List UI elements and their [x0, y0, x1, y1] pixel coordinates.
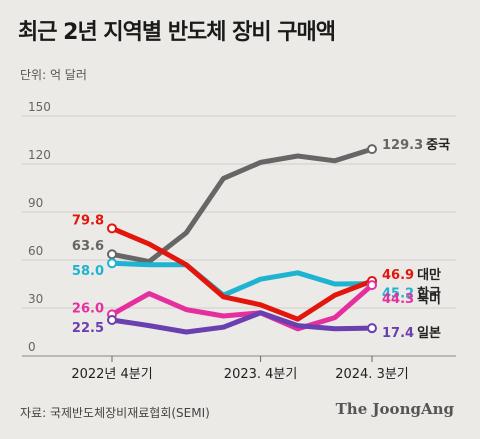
end-value: 44.3	[382, 292, 414, 307]
series-name-label: 일본	[417, 326, 441, 341]
source-note: 자료: 국제반도체장비재료협회(SEMI)	[20, 406, 210, 420]
end-value-label: 46.9 대만	[382, 267, 441, 283]
start-marker-대만	[107, 223, 117, 234]
y-tick-label: 150	[28, 100, 51, 114]
end-value: 46.9	[382, 268, 414, 283]
series-name-label: 북미	[417, 291, 441, 307]
start-value-label: 63.6	[72, 239, 104, 254]
chart-title: 최근 2년 지역별 반도체 장비 구매액	[18, 20, 336, 45]
x-tick-label: 2023. 4분기	[224, 367, 298, 382]
series-line-중국	[109, 146, 375, 265]
start-value-label: 22.5	[72, 321, 104, 336]
series-line-일본	[109, 310, 375, 335]
unit-label: 단위: 억 달러	[20, 68, 87, 82]
y-tick-label: 0	[28, 340, 36, 354]
line-chart: 0 30 60 90 120 150 2022년 4분기 2023. 4분기 2024. 3분…	[22, 100, 456, 382]
series-line-북미	[109, 282, 375, 332]
start-value-label: 79.8	[72, 213, 104, 228]
brand-logo: The JoongAng	[335, 400, 454, 418]
start-value-label: 26.0	[72, 301, 104, 316]
end-marker-일본	[367, 323, 377, 334]
end-value: 17.4	[382, 326, 414, 341]
y-tick-label: 60	[28, 244, 43, 258]
end-value-label: 129.3 중국	[382, 138, 450, 153]
end-value-label: 45.2 한국	[382, 286, 441, 302]
y-tick-label: 90	[28, 196, 43, 210]
end-value: 45.2	[382, 287, 414, 302]
end-value: 129.3	[382, 138, 423, 153]
start-marker-일본	[107, 315, 117, 325]
series-name-label: 한국	[417, 286, 441, 302]
end-value-label: 17.4 일본	[382, 326, 441, 341]
end-marker-북미	[367, 280, 377, 291]
series-line-대만	[109, 225, 375, 322]
end-value-label: 44.3 북미	[382, 291, 441, 307]
x-tick-label: 2022년 4분기	[71, 367, 152, 382]
start-marker-한국	[107, 258, 117, 269]
end-marker-중국	[367, 144, 377, 155]
start-marker-중국	[107, 249, 117, 260]
x-tick-label: 2024. 3분기	[335, 367, 409, 382]
start-value-label: 58.0	[72, 264, 104, 279]
series-name-label: 대만	[417, 267, 441, 283]
series-name-label: 중국	[426, 138, 450, 153]
y-tick-label: 120	[28, 148, 51, 162]
y-tick-label: 30	[28, 292, 43, 306]
series-line-한국	[109, 260, 375, 298]
